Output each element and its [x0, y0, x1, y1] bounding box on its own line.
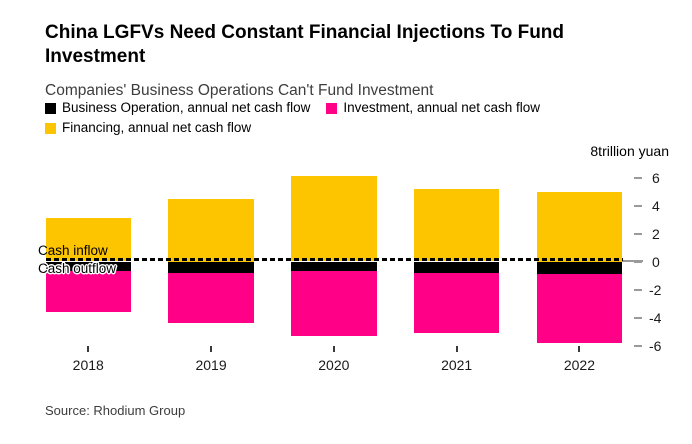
- y-tick-label--6: -6: [649, 337, 662, 354]
- bar-2018-financing: [45, 218, 131, 262]
- legend: Business Operation, annual net cash flow…: [45, 100, 540, 136]
- bar-2022-business-operation: [536, 261, 623, 275]
- bar-2022-investment: [536, 274, 623, 343]
- bar-2018-investment: [45, 271, 131, 312]
- legend-label: Investment, annual net cash flow: [343, 100, 541, 115]
- chart-title: China LGFVs Need Constant Financial Inje…: [45, 22, 565, 67]
- legend-swatch-black-icon: [45, 102, 56, 114]
- x-tick-2019: [210, 346, 213, 352]
- legend-item-business-operation: Business Operation, annual net cash flow: [45, 100, 310, 116]
- zero-dashed-line: [45, 257, 623, 261]
- y-tick-label-4: 4: [652, 197, 660, 214]
- x-tick-2018: [87, 346, 90, 352]
- x-tick-2021: [455, 346, 458, 352]
- y-tick-dash-2: [634, 232, 642, 235]
- legend-label: Financing, annual net cash flow: [62, 120, 252, 135]
- bar-2019-investment: [168, 272, 254, 324]
- legend-item-investment: Investment, annual net cash flow: [326, 100, 540, 116]
- y-tick-dash--2: [634, 288, 642, 291]
- bar-2019-business-operation: [168, 261, 254, 273]
- y-tick-label--2: -2: [649, 281, 662, 298]
- annotation-cash-inflow: Cash inflow: [38, 243, 108, 258]
- zero-axis-line: [622, 260, 643, 262]
- legend-item-financing: Financing, annual net cash flow: [45, 120, 251, 136]
- y-tick-dash-4: [634, 204, 642, 207]
- y-tick-label-0: 0: [652, 253, 660, 270]
- chart-subtitle: Companies' Business Operations Can't Fun…: [45, 82, 434, 99]
- y-tick-dash--6: [634, 344, 642, 347]
- y-tick-label-6: 6: [652, 169, 660, 186]
- x-tick-label-2021: 2021: [441, 357, 473, 373]
- x-tick-2020: [332, 346, 335, 352]
- x-tick-label-2022: 2022: [563, 357, 596, 373]
- bar-2021-financing: [413, 188, 500, 262]
- x-tick-label-2020: 2020: [318, 357, 350, 373]
- bar-2021-investment: [413, 272, 500, 333]
- bar-2022-financing: [536, 191, 623, 262]
- x-tick-label-2019: 2019: [195, 357, 227, 373]
- x-tick-label-2018: 2018: [72, 357, 104, 373]
- y-tick-label-2: 2: [652, 225, 660, 242]
- legend-swatch-yellow-icon: [45, 122, 56, 134]
- y-tick-label--4: -4: [649, 309, 662, 326]
- bar-2019-financing: [168, 198, 254, 262]
- y-tick-dash-6: [634, 176, 642, 179]
- y-tick-dash--4: [634, 316, 642, 319]
- annotation-cash-outflow: Cash outflow: [38, 261, 117, 276]
- bar-2018-business-operation: [45, 261, 131, 272]
- x-tick-2022: [578, 346, 581, 352]
- bar-2020-financing: [291, 176, 377, 262]
- legend-label: Business Operation, annual net cash flow: [62, 100, 311, 115]
- bar-2020-investment: [291, 271, 377, 336]
- y-tick-dash-0: [634, 260, 642, 263]
- legend-row-1: Business Operation, annual net cash flow…: [45, 100, 540, 116]
- legend-swatch-pink-icon: [326, 102, 338, 114]
- y-axis-unit-label: 8trillion yuan: [590, 143, 669, 159]
- source-note: Source: Rhodium Group: [45, 403, 186, 418]
- bar-2021-business-operation: [413, 261, 500, 273]
- legend-row-2: Financing, annual net cash flow: [45, 120, 540, 136]
- bar-2020-business-operation: [291, 261, 377, 272]
